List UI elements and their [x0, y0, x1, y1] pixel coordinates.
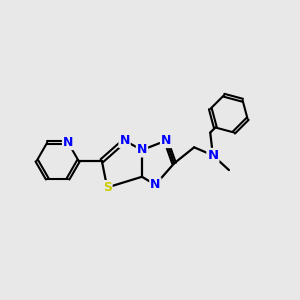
- Text: N: N: [207, 149, 218, 162]
- Text: N: N: [137, 143, 147, 157]
- Text: N: N: [150, 178, 161, 191]
- Text: N: N: [161, 134, 171, 147]
- Text: S: S: [103, 181, 112, 194]
- Text: N: N: [63, 136, 73, 149]
- Text: N: N: [119, 134, 130, 147]
